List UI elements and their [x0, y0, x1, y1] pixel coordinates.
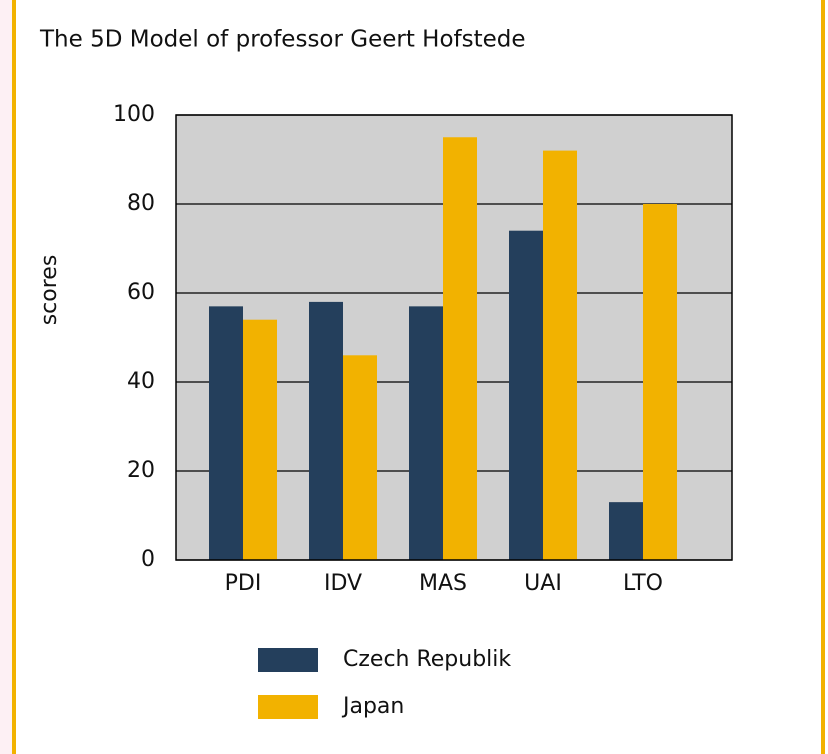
- bar: [243, 319, 277, 560]
- right-border: [821, 0, 825, 754]
- bar: [343, 355, 377, 560]
- bar: [209, 306, 243, 560]
- chart-title: The 5D Model of professor Geert Hofstede: [39, 27, 526, 53]
- bar: [643, 204, 677, 560]
- x-tick-label: PDI: [225, 571, 262, 596]
- y-tick-label: 40: [127, 369, 155, 394]
- y-tick-label: 0: [141, 547, 155, 572]
- bar: [509, 230, 543, 560]
- left-border: [12, 0, 16, 754]
- legend-label: Japan: [341, 694, 404, 719]
- legend-swatch: [258, 695, 318, 719]
- side-pattern: [0, 0, 12, 754]
- bar: [443, 137, 477, 560]
- x-tick-label: UAI: [524, 571, 562, 596]
- x-tick-label: LTO: [623, 571, 663, 596]
- y-tick-label: 100: [113, 102, 155, 127]
- y-tick-label: 20: [127, 458, 155, 483]
- bar: [543, 150, 577, 560]
- y-tick-label: 80: [127, 191, 155, 216]
- bar: [309, 301, 343, 560]
- legend-swatch: [258, 648, 318, 672]
- bar: [609, 502, 643, 560]
- bar: [409, 306, 443, 560]
- plot-frame: [175, 114, 733, 561]
- y-tick-label: 60: [127, 280, 155, 305]
- y-axis-label: scores: [37, 255, 62, 326]
- x-tick-label: IDV: [324, 571, 362, 596]
- legend-label: Czech Republik: [343, 647, 511, 672]
- x-tick-label: MAS: [419, 571, 467, 596]
